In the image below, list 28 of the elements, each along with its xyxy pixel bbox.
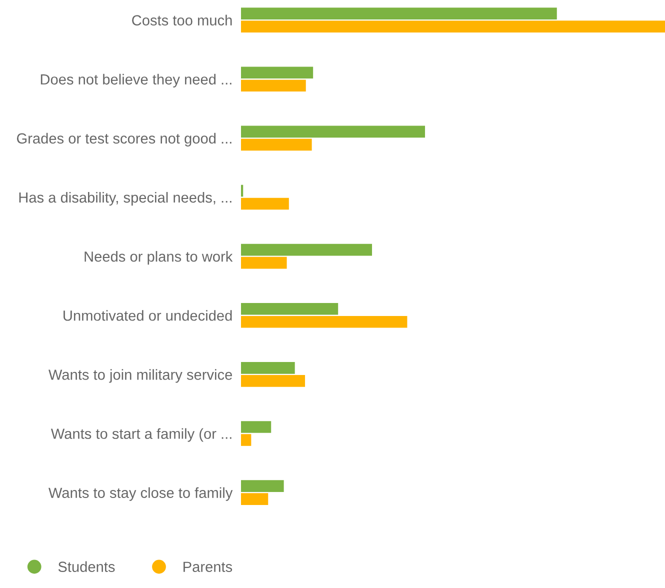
bar — [241, 362, 295, 374]
bar — [241, 256, 287, 269]
y-tick-label: Has a disability, special needs, ... — [19, 192, 232, 206]
y-tick-label: Unmotivated or undecided — [64, 310, 232, 321]
y-tick-label: Wants to start a family (or ... — [50, 428, 232, 442]
y-tick-label: Needs or plans to work — [84, 251, 233, 265]
bar — [241, 20, 665, 32]
y-tick-label: Grades or test scores not good ... — [16, 132, 232, 147]
bar — [241, 66, 314, 79]
legend-label: Parents — [184, 562, 232, 572]
y-tick-label: Wants to join military service — [48, 369, 232, 383]
bar — [241, 316, 408, 328]
bar — [241, 493, 268, 505]
bar — [241, 302, 338, 315]
bar — [241, 198, 289, 210]
bar — [241, 8, 557, 20]
bar — [241, 480, 284, 492]
y-tick-label: Costs too much — [132, 14, 232, 26]
y-tick-label: Does not believe they need ... — [40, 74, 232, 88]
bar — [241, 421, 272, 433]
bar — [241, 375, 306, 387]
y-tick-label: Wants to stay close to family — [48, 487, 233, 501]
bar — [241, 138, 312, 151]
bar — [241, 80, 306, 92]
legend-label: Students — [58, 561, 115, 572]
bar — [241, 126, 426, 138]
bar — [241, 244, 372, 256]
bar — [241, 434, 252, 446]
